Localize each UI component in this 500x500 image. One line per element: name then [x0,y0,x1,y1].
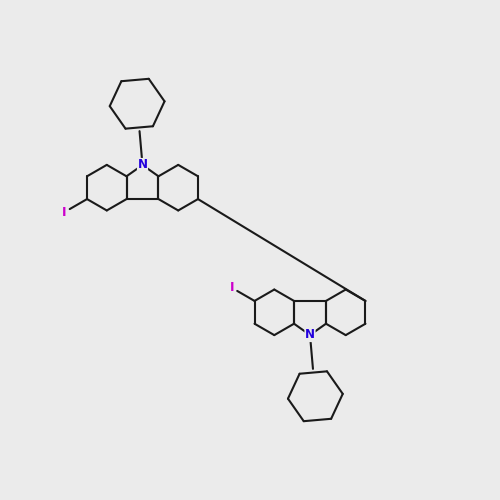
Text: N: N [138,158,147,172]
Text: N: N [305,328,315,342]
Text: I: I [62,206,67,218]
Text: I: I [230,282,234,294]
